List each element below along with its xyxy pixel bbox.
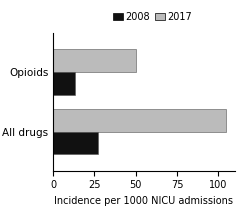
X-axis label: Incidence per 1000 NICU admissions: Incidence per 1000 NICU admissions xyxy=(54,196,234,206)
Bar xyxy=(53,49,136,72)
Bar xyxy=(53,72,75,95)
Bar xyxy=(53,109,227,132)
Bar xyxy=(53,132,98,155)
Legend: 2008, 2017: 2008, 2017 xyxy=(109,8,196,26)
